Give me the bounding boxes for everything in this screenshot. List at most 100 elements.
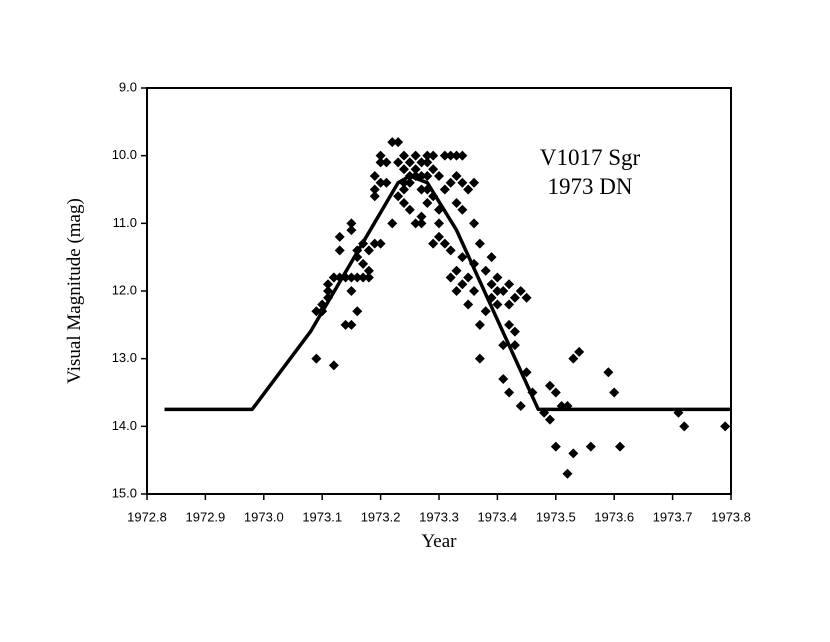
data-point (451, 170, 462, 181)
data-point (358, 272, 369, 283)
data-point (381, 157, 392, 168)
data-point (375, 177, 386, 188)
data-point (720, 421, 731, 432)
data-point (568, 353, 579, 364)
data-point (334, 231, 345, 242)
data-point (445, 272, 456, 283)
data-point (451, 286, 462, 296)
data-point (515, 401, 526, 412)
data-point (422, 198, 433, 209)
data-point (428, 238, 439, 249)
data-point (469, 177, 480, 188)
data-point (358, 258, 369, 269)
annotation: 1973 DN (548, 174, 633, 199)
data-point (434, 170, 444, 181)
data-point (469, 286, 480, 296)
data-point (504, 319, 515, 330)
x-tick-label: 1973.1 (302, 509, 342, 524)
data-point (381, 177, 392, 188)
data-point (404, 177, 415, 188)
data-point (346, 319, 357, 330)
x-tick-label: 1972.9 (186, 509, 226, 524)
data-point (311, 353, 322, 364)
data-point (439, 150, 450, 161)
data-point (504, 279, 515, 290)
data-point (550, 441, 561, 452)
data-point (410, 164, 421, 175)
data-point (416, 218, 427, 229)
x-tick-label: 1973.5 (536, 509, 576, 524)
data-point (346, 272, 357, 283)
annotation: V1017 Sgr (540, 145, 641, 170)
data-point (393, 157, 404, 168)
x-tick-label: 1973.6 (594, 509, 634, 524)
data-point (328, 360, 339, 371)
data-point (439, 238, 450, 249)
data-point (457, 204, 468, 215)
data-point (451, 198, 462, 209)
data-point (451, 265, 462, 276)
data-point (398, 198, 409, 209)
data-point (515, 286, 526, 296)
data-point (346, 225, 357, 236)
x-tick-label: 1973.8 (711, 509, 751, 524)
data-point (609, 387, 620, 398)
data-point (404, 157, 415, 168)
data-point (352, 306, 363, 317)
data-point (562, 468, 573, 479)
y-tick-label: 14.0 (112, 418, 137, 433)
data-point (416, 157, 427, 168)
data-point (498, 373, 509, 384)
data-point (615, 441, 626, 452)
data-point (574, 346, 585, 357)
x-tick-label: 1973.0 (244, 509, 284, 524)
data-point (375, 157, 386, 168)
data-point (334, 245, 345, 256)
x-tick-label: 1973.7 (653, 509, 693, 524)
data-point (393, 191, 404, 202)
x-tick-label: 1972.8 (127, 509, 167, 524)
data-point (509, 340, 520, 351)
data-point (474, 353, 485, 364)
data-point (492, 286, 503, 296)
plot-frame (146, 87, 732, 495)
data-point (457, 150, 468, 161)
y-tick-label: 13.0 (112, 350, 137, 365)
data-point (451, 150, 462, 161)
data-point (404, 204, 415, 215)
data-point (323, 279, 334, 290)
data-point (498, 340, 509, 351)
y-axis-title: Visual Magnitude (mag) (64, 198, 85, 384)
data-point (474, 319, 485, 330)
data-point (504, 299, 515, 310)
data-point (486, 279, 497, 290)
data-point (369, 184, 380, 195)
x-tick-label: 1973.2 (361, 509, 401, 524)
data-point (445, 177, 456, 188)
x-tick-label: 1973.4 (478, 509, 518, 524)
data-point (603, 367, 614, 378)
data-point (509, 326, 520, 337)
data-point (550, 387, 561, 398)
data-point (410, 150, 421, 161)
data-point (457, 252, 468, 263)
data-point (492, 272, 503, 283)
y-tick-label: 15.0 (112, 485, 137, 500)
data-point (509, 292, 520, 303)
data-point (457, 279, 468, 290)
data-point (422, 170, 433, 181)
data-point (568, 448, 579, 459)
data-point (492, 299, 503, 310)
y-tick-label: 11.0 (113, 215, 137, 230)
data-point (375, 238, 386, 249)
data-point (544, 414, 555, 425)
data-point (439, 184, 450, 195)
data-point (445, 150, 456, 161)
data-point (416, 211, 427, 222)
data-point (544, 380, 555, 391)
data-point (387, 218, 398, 229)
data-point (474, 238, 485, 249)
data-point (521, 292, 532, 303)
data-point (352, 272, 363, 283)
data-point (340, 319, 351, 330)
